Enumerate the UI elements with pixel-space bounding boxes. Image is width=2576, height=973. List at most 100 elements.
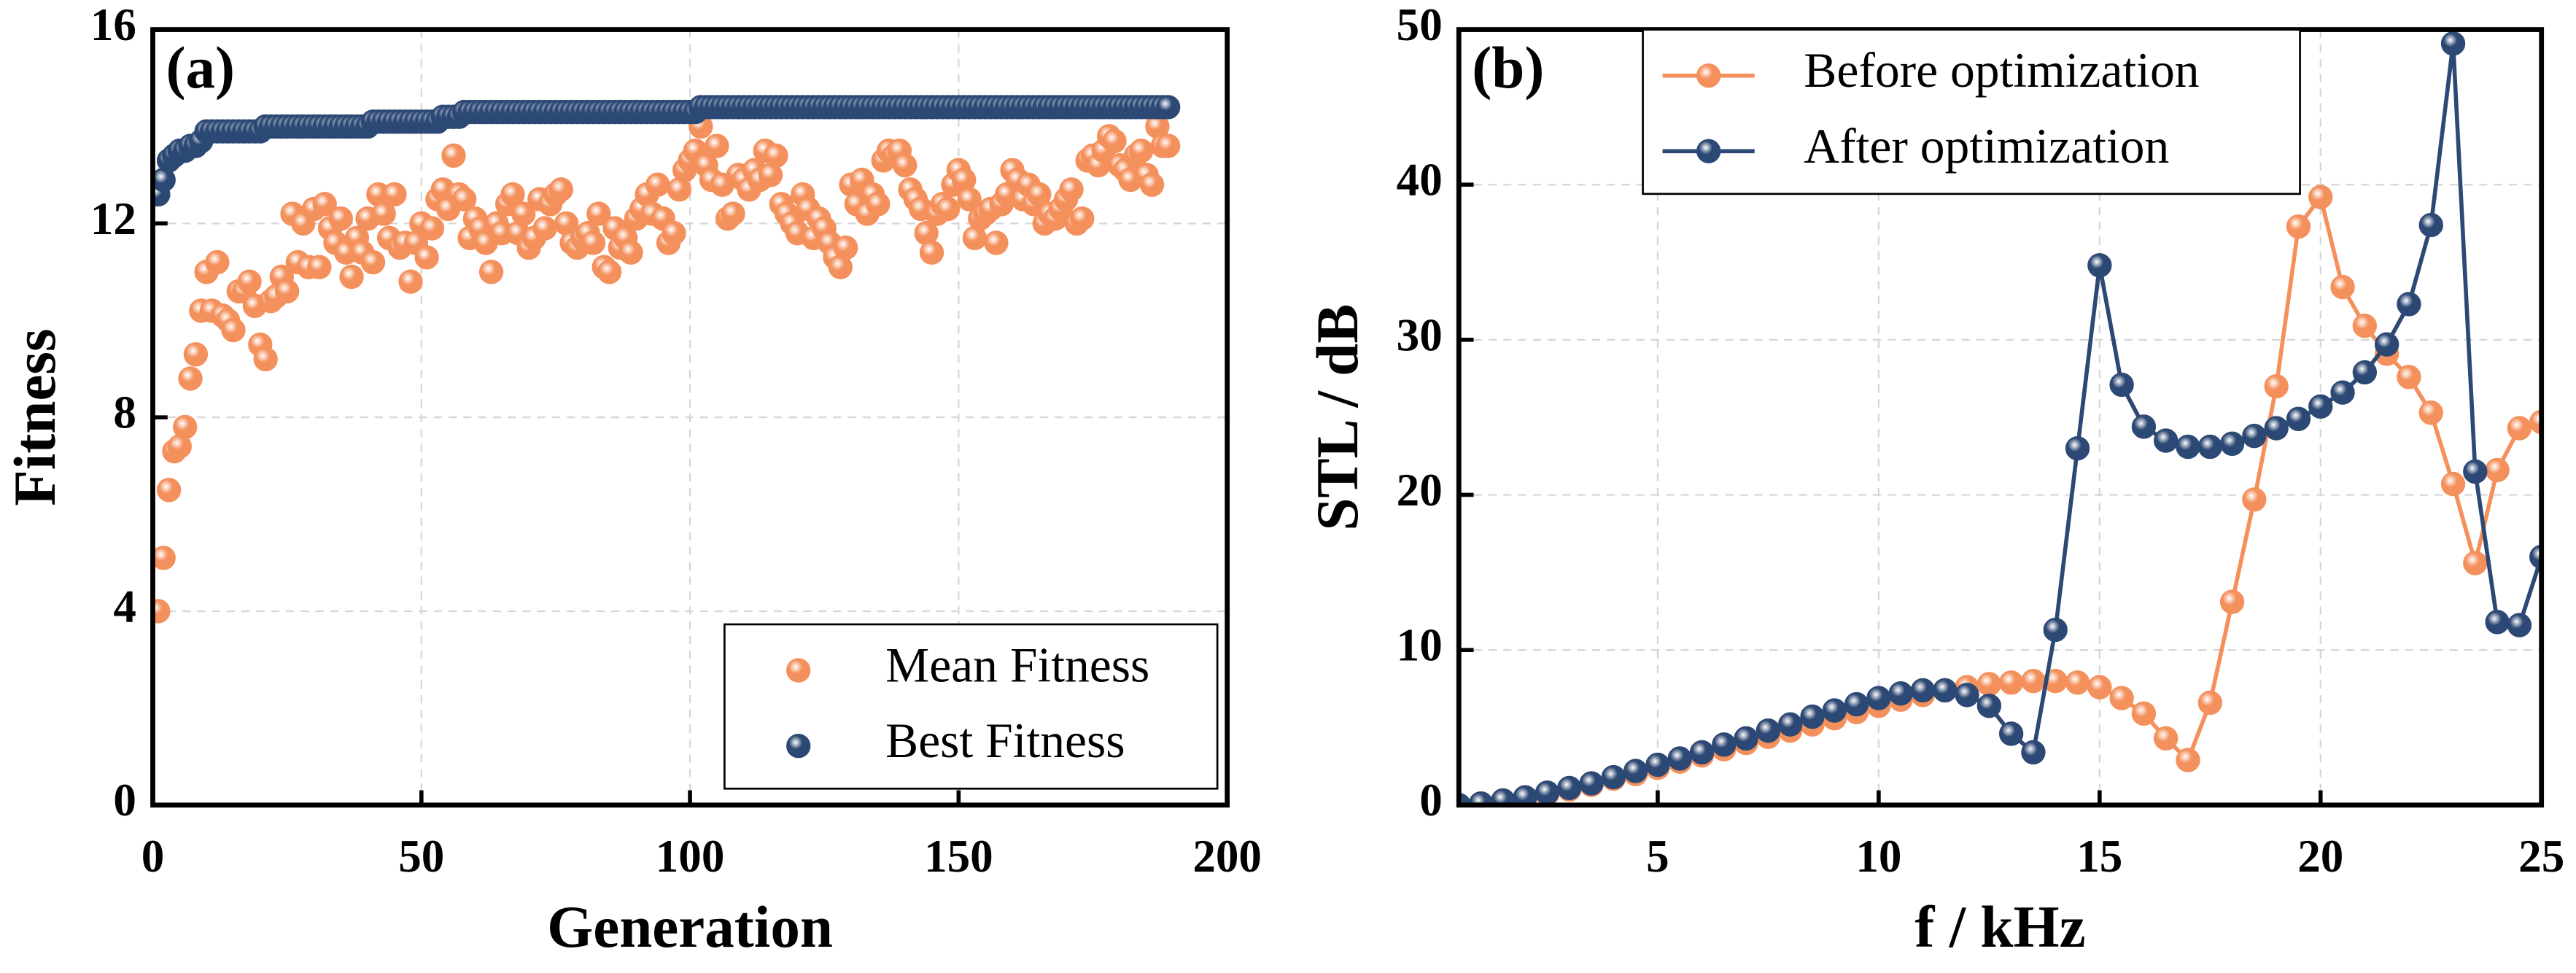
marker bbox=[1557, 775, 1582, 801]
marker bbox=[764, 143, 788, 168]
legend-marker bbox=[786, 658, 811, 683]
marker bbox=[221, 317, 246, 343]
marker bbox=[957, 187, 982, 212]
marker bbox=[1998, 721, 2024, 746]
x-tick-label: 50 bbox=[398, 831, 444, 882]
marker bbox=[2065, 670, 2090, 695]
marker bbox=[2264, 373, 2289, 399]
x-axis-title: Generation bbox=[547, 894, 833, 960]
panel-label: (a) bbox=[166, 35, 236, 101]
y-tick-label: 8 bbox=[113, 387, 136, 438]
marker bbox=[2440, 31, 2466, 56]
marker bbox=[1535, 780, 1560, 805]
marker bbox=[2021, 740, 2046, 765]
marker bbox=[2087, 253, 2112, 278]
marker bbox=[1910, 678, 1936, 703]
marker bbox=[2463, 551, 2488, 575]
marker bbox=[662, 220, 686, 246]
marker bbox=[1155, 95, 1181, 120]
plot-area bbox=[152, 95, 1181, 624]
marker bbox=[1579, 771, 1604, 796]
y-tick-label: 0 bbox=[1419, 775, 1443, 826]
marker bbox=[2087, 675, 2112, 699]
marker bbox=[1129, 139, 1154, 163]
marker bbox=[2197, 434, 2222, 460]
marker bbox=[382, 182, 407, 207]
marker bbox=[205, 249, 230, 275]
marker bbox=[328, 206, 353, 231]
marker bbox=[2176, 434, 2200, 460]
marker bbox=[2219, 431, 2245, 456]
marker bbox=[2330, 380, 2355, 405]
marker bbox=[1491, 788, 1516, 805]
marker bbox=[339, 264, 364, 290]
marker bbox=[2308, 394, 2333, 419]
marker bbox=[360, 249, 386, 275]
marker bbox=[2043, 617, 2068, 643]
marker bbox=[1756, 718, 1781, 743]
x-axis-title: f / kHz bbox=[1914, 894, 2085, 960]
y-axis-title: STL / dB bbox=[1305, 304, 1370, 531]
marker bbox=[2264, 416, 2289, 441]
marker bbox=[2418, 400, 2443, 425]
marker bbox=[1027, 182, 1052, 207]
legend-box bbox=[723, 623, 1219, 790]
marker bbox=[2397, 365, 2421, 389]
marker bbox=[237, 269, 262, 294]
marker bbox=[452, 187, 477, 212]
marker bbox=[2352, 360, 2378, 385]
marker bbox=[2507, 416, 2532, 441]
marker bbox=[2065, 436, 2090, 461]
y-tick-label: 16 bbox=[90, 0, 136, 50]
marker bbox=[2286, 406, 2311, 431]
marker bbox=[2529, 409, 2542, 435]
marker bbox=[893, 152, 917, 178]
marker bbox=[2485, 457, 2510, 483]
marker bbox=[2507, 613, 2532, 637]
marker bbox=[414, 245, 439, 270]
marker bbox=[1866, 686, 1891, 710]
panel-label: (b) bbox=[1472, 35, 1544, 101]
marker bbox=[1667, 746, 1692, 771]
marker bbox=[2529, 544, 2542, 570]
x-tick-label: 0 bbox=[141, 831, 165, 882]
legend-box bbox=[1642, 28, 2301, 195]
legend-label: Mean Fitness bbox=[885, 638, 1149, 693]
marker bbox=[2374, 332, 2400, 357]
x-tick-label: 150 bbox=[924, 831, 993, 882]
marker bbox=[307, 255, 332, 279]
x-tick-label: 200 bbox=[1192, 831, 1262, 882]
marker bbox=[834, 235, 858, 260]
x-tick-label: 15 bbox=[2076, 831, 2122, 882]
marker bbox=[1070, 206, 1095, 231]
y-tick-label: 4 bbox=[113, 581, 136, 632]
y-axis-title: Fitness bbox=[2, 329, 68, 506]
marker bbox=[1734, 726, 1758, 751]
marker bbox=[183, 342, 209, 367]
marker bbox=[1955, 683, 1979, 708]
marker bbox=[1623, 759, 1648, 783]
marker bbox=[2242, 424, 2267, 449]
y-tick-label: 20 bbox=[1397, 465, 1443, 516]
series-line bbox=[1459, 192, 2542, 805]
marker bbox=[152, 599, 171, 624]
y-tick-label: 30 bbox=[1397, 309, 1443, 360]
plot-area bbox=[1459, 31, 2542, 805]
marker bbox=[2154, 726, 2179, 751]
marker bbox=[2242, 487, 2267, 512]
marker bbox=[1645, 752, 1670, 778]
marker bbox=[156, 478, 182, 503]
marker bbox=[253, 346, 278, 372]
marker bbox=[152, 546, 176, 570]
marker bbox=[935, 196, 961, 222]
marker bbox=[478, 260, 504, 284]
marker bbox=[2440, 471, 2466, 497]
marker bbox=[1822, 698, 1847, 723]
y-tick-label: 0 bbox=[113, 775, 136, 826]
marker bbox=[178, 366, 203, 391]
marker bbox=[1689, 740, 1715, 765]
marker bbox=[2418, 212, 2443, 238]
marker bbox=[441, 143, 466, 168]
marker bbox=[2176, 748, 2200, 772]
